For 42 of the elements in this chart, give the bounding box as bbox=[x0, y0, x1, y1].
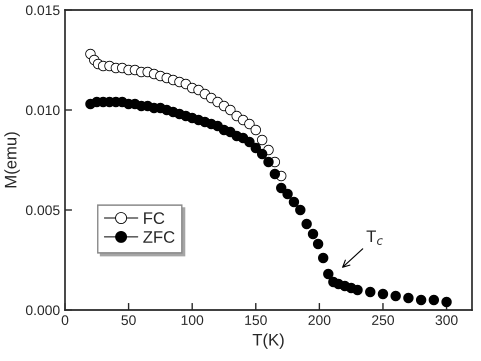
x-tick-label: 300 bbox=[436, 315, 458, 326]
y-tick-label: 0.015 bbox=[26, 5, 60, 16]
point bbox=[378, 288, 388, 300]
point bbox=[288, 196, 300, 208]
legend-label: ZFC bbox=[143, 231, 175, 243]
point bbox=[256, 134, 268, 146]
y-tick-label: 0.000 bbox=[26, 305, 60, 316]
x-tick-label: 200 bbox=[308, 315, 330, 326]
point bbox=[295, 204, 306, 216]
point bbox=[225, 104, 236, 116]
x-tick-label: 50 bbox=[121, 315, 136, 326]
point bbox=[390, 290, 401, 302]
x-tick-label: 0 bbox=[62, 315, 68, 326]
point bbox=[244, 118, 255, 130]
point bbox=[250, 124, 262, 136]
y-axis-title: M(emu) bbox=[4, 132, 20, 188]
point bbox=[282, 188, 293, 200]
point bbox=[256, 148, 268, 160]
point bbox=[428, 294, 440, 306]
annotation: T$_{c}$ bbox=[366, 230, 383, 245]
x-axis-title: T(K) bbox=[252, 333, 284, 349]
point bbox=[250, 142, 262, 154]
point bbox=[270, 168, 280, 180]
point bbox=[416, 294, 426, 306]
x-tick-label: 250 bbox=[372, 315, 394, 326]
point bbox=[365, 286, 376, 298]
point bbox=[276, 182, 286, 194]
y-tick-label: 0.005 bbox=[26, 205, 60, 216]
legend-label: FC bbox=[144, 212, 164, 224]
point bbox=[244, 136, 255, 148]
x-tick-label: 150 bbox=[245, 315, 267, 326]
point bbox=[318, 252, 328, 264]
point bbox=[301, 218, 312, 230]
point bbox=[263, 156, 274, 168]
point bbox=[403, 292, 414, 304]
x-tick-label: 100 bbox=[182, 315, 204, 326]
point bbox=[323, 268, 334, 280]
point bbox=[441, 296, 452, 308]
y-tick-label: 0.010 bbox=[26, 105, 60, 116]
point bbox=[312, 238, 324, 250]
point bbox=[352, 284, 363, 296]
point bbox=[308, 228, 318, 240]
